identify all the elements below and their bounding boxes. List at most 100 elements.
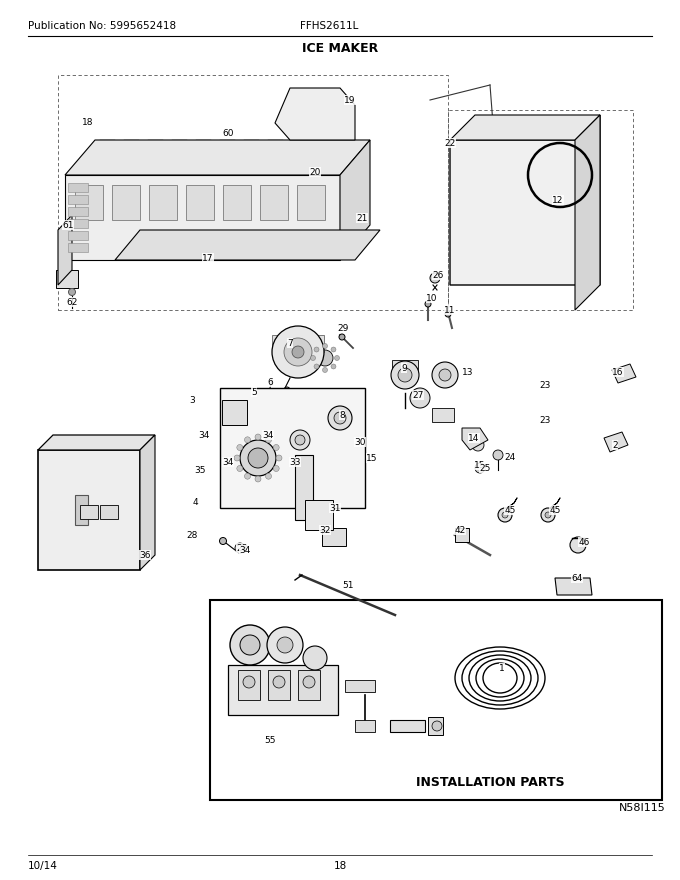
Text: FFHS2611L: FFHS2611L (300, 21, 358, 31)
Bar (485, 155, 503, 183)
Polygon shape (275, 88, 355, 140)
Bar (238, 670, 260, 700)
Bar (295, 110, 340, 135)
Polygon shape (604, 432, 628, 452)
Text: 3: 3 (189, 395, 195, 405)
Circle shape (245, 473, 250, 480)
Bar (512, 155, 530, 183)
Text: 55: 55 (265, 736, 276, 744)
Text: 10/14: 10/14 (28, 861, 58, 871)
Circle shape (235, 543, 245, 553)
Bar (508, 240, 518, 258)
Bar (550, 240, 560, 258)
Text: 20: 20 (309, 167, 321, 177)
Text: 9: 9 (401, 363, 407, 372)
Text: 7: 7 (287, 339, 293, 348)
Circle shape (314, 173, 322, 180)
Circle shape (284, 387, 290, 393)
Bar (80, 505, 98, 519)
Text: 10: 10 (426, 294, 438, 303)
Circle shape (458, 531, 466, 539)
Text: 27: 27 (412, 391, 424, 400)
Polygon shape (38, 450, 140, 570)
Text: 31: 31 (329, 503, 341, 512)
Bar (458, 155, 476, 183)
Circle shape (255, 434, 261, 440)
Circle shape (311, 507, 327, 523)
Text: 29: 29 (337, 324, 349, 333)
Circle shape (354, 454, 366, 466)
Bar (298, 670, 320, 700)
Bar (432, 408, 454, 422)
Text: 5: 5 (251, 387, 257, 397)
Circle shape (432, 362, 458, 388)
Text: 32: 32 (320, 525, 330, 534)
Polygon shape (555, 578, 592, 595)
Polygon shape (340, 140, 370, 260)
Circle shape (311, 356, 316, 361)
Bar (322, 528, 346, 546)
Polygon shape (65, 140, 370, 175)
Circle shape (502, 512, 508, 518)
Circle shape (234, 455, 240, 461)
Text: 51: 51 (342, 581, 354, 590)
Circle shape (290, 430, 310, 450)
Text: 23: 23 (539, 415, 551, 424)
Polygon shape (75, 185, 103, 220)
Text: 34: 34 (199, 430, 209, 439)
Text: 62: 62 (67, 297, 78, 306)
Text: 15: 15 (367, 453, 378, 463)
Circle shape (317, 350, 333, 366)
Text: 2: 2 (612, 441, 618, 450)
Circle shape (439, 369, 451, 381)
Circle shape (314, 347, 319, 352)
Polygon shape (612, 364, 636, 383)
Text: 34: 34 (222, 458, 234, 466)
Circle shape (328, 406, 352, 430)
Circle shape (243, 676, 255, 688)
Text: Publication No: 5995652418: Publication No: 5995652418 (28, 21, 176, 31)
Bar (539, 155, 557, 183)
Text: 17: 17 (202, 253, 214, 262)
Circle shape (267, 627, 303, 663)
Circle shape (265, 473, 271, 480)
Circle shape (475, 463, 485, 473)
Text: 30: 30 (354, 437, 366, 446)
Text: 28: 28 (237, 544, 248, 553)
Bar (345, 680, 375, 692)
Text: 64: 64 (571, 574, 583, 583)
Circle shape (237, 444, 243, 451)
Polygon shape (462, 428, 488, 450)
Circle shape (272, 326, 324, 378)
Polygon shape (450, 115, 600, 140)
Text: 19: 19 (344, 96, 356, 105)
Text: 28: 28 (186, 531, 198, 539)
Circle shape (474, 214, 486, 226)
Text: 24: 24 (505, 452, 515, 461)
Bar (392, 360, 418, 378)
Text: 6: 6 (267, 378, 273, 386)
Circle shape (468, 208, 492, 232)
Circle shape (425, 301, 431, 307)
Circle shape (510, 215, 530, 235)
Text: 15: 15 (474, 460, 486, 470)
Polygon shape (68, 207, 88, 216)
Bar (210, 600, 662, 800)
Circle shape (208, 153, 214, 159)
Polygon shape (112, 185, 140, 220)
Circle shape (299, 480, 309, 489)
Circle shape (334, 412, 346, 424)
Text: 18: 18 (333, 861, 347, 871)
Circle shape (228, 394, 236, 402)
Bar (100, 505, 118, 519)
Bar (295, 455, 313, 520)
Circle shape (228, 494, 236, 502)
Polygon shape (38, 435, 155, 450)
Text: 22: 22 (444, 138, 456, 148)
Polygon shape (68, 219, 88, 228)
Text: N58I115: N58I115 (619, 803, 665, 813)
Circle shape (69, 289, 75, 296)
Text: 61: 61 (63, 221, 73, 230)
Bar (222, 400, 247, 425)
Circle shape (445, 311, 451, 317)
